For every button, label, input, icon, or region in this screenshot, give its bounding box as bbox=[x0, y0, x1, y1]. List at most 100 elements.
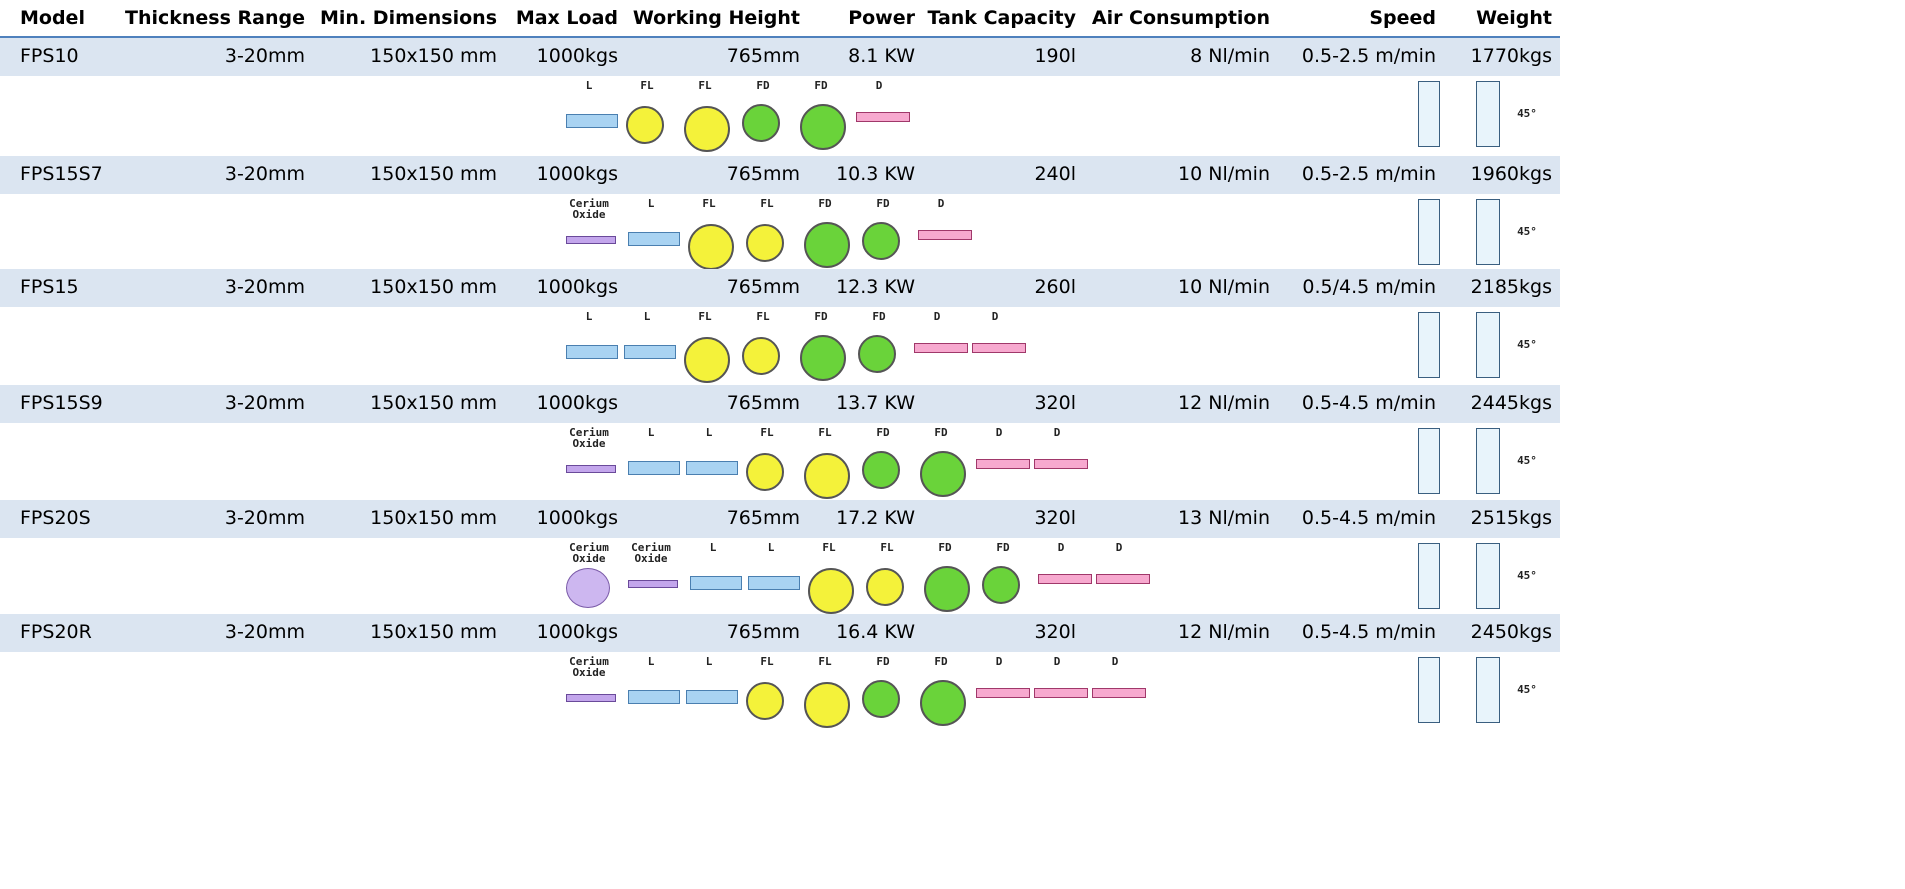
cell: 320l bbox=[1034, 614, 1076, 652]
tool-icon bbox=[800, 104, 846, 150]
cell: 10 Nl/min bbox=[1178, 269, 1270, 307]
cell: 12 Nl/min bbox=[1178, 614, 1270, 652]
cell: 2445kgs bbox=[1471, 385, 1552, 423]
tool-icon bbox=[688, 224, 734, 270]
cell: 0.5-4.5 m/min bbox=[1302, 614, 1436, 652]
tool-label: D bbox=[974, 656, 1024, 667]
cell: 8 Nl/min bbox=[1190, 38, 1270, 76]
speed-icon bbox=[1418, 657, 1440, 723]
weight-icon bbox=[1476, 199, 1500, 265]
tool-label: D bbox=[1036, 542, 1086, 553]
tool-label: FD bbox=[858, 427, 908, 438]
tool-icon bbox=[746, 224, 784, 262]
speed-icon bbox=[1418, 199, 1440, 265]
tool-icon bbox=[972, 343, 1026, 353]
spec-table: ModelThickness RangeMin. DimensionsMax L… bbox=[0, 0, 1905, 889]
cell: 765mm bbox=[727, 269, 800, 307]
cell: 150x150 mm bbox=[370, 385, 497, 423]
tool-label: FL bbox=[804, 542, 854, 553]
tool-label: D bbox=[916, 198, 966, 209]
tool-label: L bbox=[746, 542, 796, 553]
tool-icon bbox=[628, 461, 680, 475]
speed-icon bbox=[1418, 81, 1440, 147]
tool-icon bbox=[914, 343, 968, 353]
tool-icon bbox=[1034, 688, 1088, 698]
tool-icon bbox=[866, 568, 904, 606]
cell: 3-20mm bbox=[225, 385, 305, 423]
cell: 3-20mm bbox=[225, 38, 305, 76]
cell: 3-20mm bbox=[225, 614, 305, 652]
cell: 2450kgs bbox=[1471, 614, 1552, 652]
tool-icon bbox=[804, 682, 850, 728]
weight-icon bbox=[1476, 657, 1500, 723]
cell: 150x150 mm bbox=[370, 269, 497, 307]
angle-label: 45° bbox=[1510, 570, 1544, 581]
tool-label: FL bbox=[742, 427, 792, 438]
cell: 1000kgs bbox=[537, 269, 618, 307]
tool-label: Cerium Oxide bbox=[564, 198, 614, 220]
tool-icon bbox=[862, 222, 900, 260]
tool-icon bbox=[924, 566, 970, 612]
tool-icon bbox=[1038, 574, 1092, 584]
cell: 2185kgs bbox=[1471, 269, 1552, 307]
tool-icon bbox=[862, 451, 900, 489]
tool-label: D bbox=[912, 311, 962, 322]
tool-label: L bbox=[688, 542, 738, 553]
tool-label: L bbox=[564, 311, 614, 322]
cell: 12.3 KW bbox=[836, 269, 915, 307]
tool-label: FL bbox=[680, 311, 730, 322]
tool-label: FL bbox=[862, 542, 912, 553]
cell: 150x150 mm bbox=[370, 500, 497, 538]
tool-label: FL bbox=[800, 427, 850, 438]
tool-icon bbox=[976, 688, 1030, 698]
cell: 320l bbox=[1034, 500, 1076, 538]
tool-icon bbox=[746, 453, 784, 491]
speed-icon bbox=[1418, 543, 1440, 609]
tool-icon bbox=[566, 345, 618, 359]
tool-label: Cerium Oxide bbox=[564, 656, 614, 678]
cell: 0.5-2.5 m/min bbox=[1302, 156, 1436, 194]
tool-label: FD bbox=[916, 656, 966, 667]
tool-icon bbox=[566, 465, 616, 473]
cell: 3-20mm bbox=[225, 269, 305, 307]
tool-icon bbox=[686, 461, 738, 475]
speed-icon bbox=[1418, 428, 1440, 494]
cell: 150x150 mm bbox=[370, 614, 497, 652]
tool-icon bbox=[566, 694, 616, 702]
tool-icon bbox=[920, 451, 966, 497]
weight-icon bbox=[1476, 428, 1500, 494]
tool-label: D bbox=[970, 311, 1020, 322]
weight-icon bbox=[1476, 543, 1500, 609]
column-header: Power bbox=[848, 0, 915, 36]
tool-label: FD bbox=[978, 542, 1028, 553]
tool-icon bbox=[808, 568, 854, 614]
tool-label: FD bbox=[796, 311, 846, 322]
cell: 765mm bbox=[727, 500, 800, 538]
cell: 10 Nl/min bbox=[1178, 156, 1270, 194]
tool-icon bbox=[800, 335, 846, 381]
tool-label: L bbox=[626, 198, 676, 209]
cell: FPS10 bbox=[20, 38, 79, 76]
angle-label: 45° bbox=[1510, 684, 1544, 695]
tool-label: D bbox=[1094, 542, 1144, 553]
tool-label: D bbox=[974, 427, 1024, 438]
tool-icon bbox=[858, 335, 896, 373]
tool-label: FL bbox=[680, 80, 730, 91]
weight-icon bbox=[1476, 81, 1500, 147]
cell: 3-20mm bbox=[225, 156, 305, 194]
tool-icon bbox=[976, 459, 1030, 469]
tool-label: D bbox=[854, 80, 904, 91]
cell: FPS20R bbox=[20, 614, 92, 652]
cell: 1000kgs bbox=[537, 385, 618, 423]
tool-icon bbox=[748, 576, 800, 590]
tool-label: FD bbox=[800, 198, 850, 209]
tool-label: D bbox=[1090, 656, 1140, 667]
cell: 765mm bbox=[727, 385, 800, 423]
tool-icon bbox=[624, 345, 676, 359]
